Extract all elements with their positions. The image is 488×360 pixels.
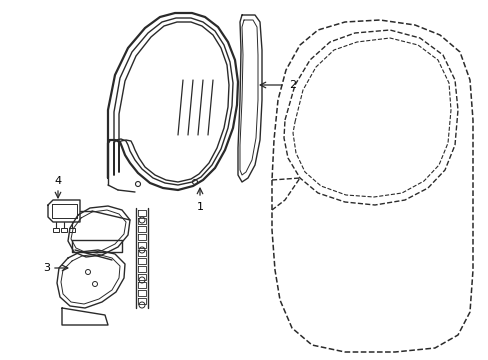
Text: 4: 4 bbox=[54, 176, 61, 186]
Bar bbox=[69, 228, 75, 232]
Text: 1: 1 bbox=[196, 202, 203, 212]
Bar bbox=[61, 228, 67, 232]
Text: 3: 3 bbox=[43, 263, 50, 273]
Bar bbox=[53, 228, 59, 232]
Text: 2: 2 bbox=[288, 80, 296, 90]
